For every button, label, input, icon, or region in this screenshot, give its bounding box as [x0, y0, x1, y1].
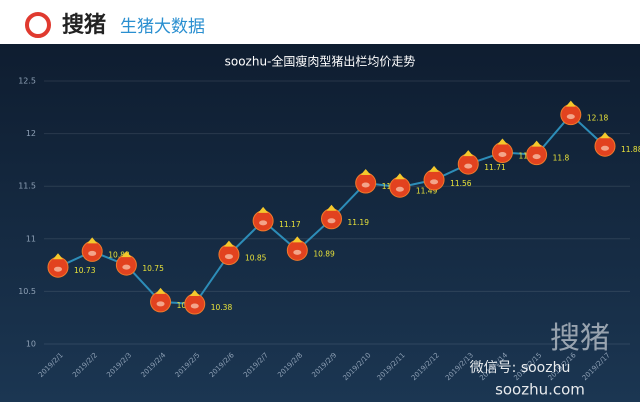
marker	[286, 236, 308, 261]
data-label: 11.49	[416, 186, 438, 195]
data-label: 11.19	[348, 218, 370, 227]
marker-snout	[601, 145, 609, 151]
data-label: 12.18	[587, 114, 609, 123]
marker-hat	[360, 169, 371, 176]
marker-hat	[429, 165, 440, 172]
y-tick-label: 10	[26, 340, 36, 349]
marker	[491, 138, 513, 164]
marker	[218, 240, 240, 266]
marker-snout	[259, 220, 268, 226]
marker-snout	[464, 163, 473, 169]
marker-hat	[87, 237, 98, 244]
data-label: 10.73	[74, 266, 96, 275]
marker-snout	[361, 182, 370, 188]
data-label: 10.88	[108, 250, 130, 259]
marker	[526, 140, 548, 166]
marker-hat	[565, 100, 576, 107]
data-label: 11.88	[621, 145, 640, 154]
data-label: 11.8	[553, 154, 570, 163]
marker-hat	[121, 251, 132, 258]
marker	[423, 165, 445, 191]
data-label: 11.56	[450, 179, 472, 188]
marker-snout	[54, 266, 62, 272]
header-bar	[0, 0, 640, 44]
tagline: 生猪大数据	[120, 17, 205, 37]
logo-text: 搜猪	[62, 12, 106, 38]
marker	[115, 251, 137, 276]
marker-snout	[190, 303, 199, 309]
marker-snout	[122, 264, 131, 270]
data-label: 10.85	[245, 254, 267, 263]
marker-hat	[600, 132, 610, 139]
marker	[47, 253, 69, 278]
y-tick-label: 11.5	[18, 182, 36, 191]
marker-hat	[189, 290, 200, 297]
data-label: 10.89	[313, 249, 335, 258]
marker-hat	[155, 287, 166, 294]
marker-snout	[498, 152, 507, 158]
marker-hat	[53, 253, 63, 260]
marker	[184, 290, 206, 315]
marker	[355, 169, 377, 194]
marker	[150, 287, 172, 313]
y-tick-label: 12	[26, 129, 36, 138]
marker-snout	[327, 218, 336, 224]
marker	[389, 173, 411, 198]
marker-hat	[497, 138, 508, 145]
watermark-logo: 搜猪	[550, 321, 610, 356]
y-tick-label: 11	[26, 234, 36, 243]
marker	[252, 206, 274, 232]
marker	[321, 204, 342, 230]
marker	[81, 237, 103, 262]
marker-snout	[532, 154, 541, 160]
marker-snout	[430, 179, 439, 185]
marker-hat	[463, 150, 474, 157]
marker-snout	[395, 186, 404, 192]
data-label: 10.38	[211, 303, 233, 312]
marker-hat	[326, 204, 337, 211]
marker-snout	[566, 114, 575, 120]
marker	[560, 100, 582, 126]
watermark-site: soozhu.com	[495, 381, 585, 399]
data-label: 11.17	[279, 220, 301, 229]
y-tick-label: 10.5	[18, 287, 36, 296]
marker	[594, 132, 616, 157]
y-tick-label: 12.5	[18, 77, 36, 86]
marker-hat	[292, 236, 303, 243]
data-label: 11.71	[484, 163, 506, 172]
marker-snout	[293, 249, 302, 255]
marker-hat	[223, 240, 234, 247]
marker-snout	[224, 254, 233, 260]
logo-icon	[25, 12, 51, 38]
data-label: 10.75	[142, 264, 164, 273]
marker-hat	[394, 173, 405, 180]
watermark-wechat: 微信号: soozhu	[470, 360, 571, 376]
marker-snout	[156, 301, 165, 307]
marker-hat	[258, 206, 269, 213]
marker-hat	[531, 140, 542, 147]
chart-title: soozhu-全国瘦肉型猪出栏均价走势	[225, 54, 416, 69]
marker	[457, 150, 479, 175]
marker-snout	[88, 250, 97, 256]
